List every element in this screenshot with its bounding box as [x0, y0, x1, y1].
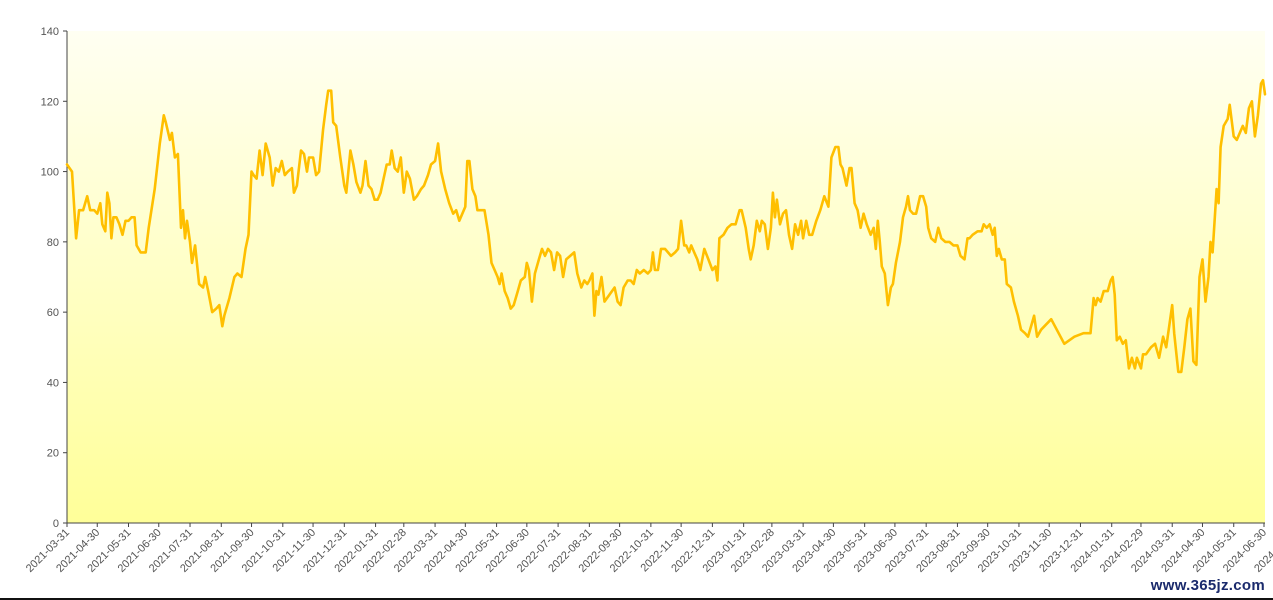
y-tick-label: 60: [47, 307, 59, 319]
y-tick-label: 120: [41, 96, 59, 108]
y-tick-label: 40: [47, 377, 59, 389]
series-line: [65, 78, 1267, 374]
y-tick-label: 140: [41, 26, 59, 38]
y-tick-label: 20: [47, 448, 59, 460]
y-tick-label: 100: [41, 167, 59, 179]
area-fill: [67, 31, 1265, 523]
y-tick-label: 0: [53, 518, 59, 530]
y-tick-label: 80: [47, 237, 59, 249]
y-axis: 0 20 40 60 80 100 120 140: [41, 26, 68, 530]
watermark-text: www.365jz.com: [1150, 577, 1265, 594]
x-axis: 2021-03-312021-04-302021-05-312021-06-30…: [24, 522, 1273, 575]
